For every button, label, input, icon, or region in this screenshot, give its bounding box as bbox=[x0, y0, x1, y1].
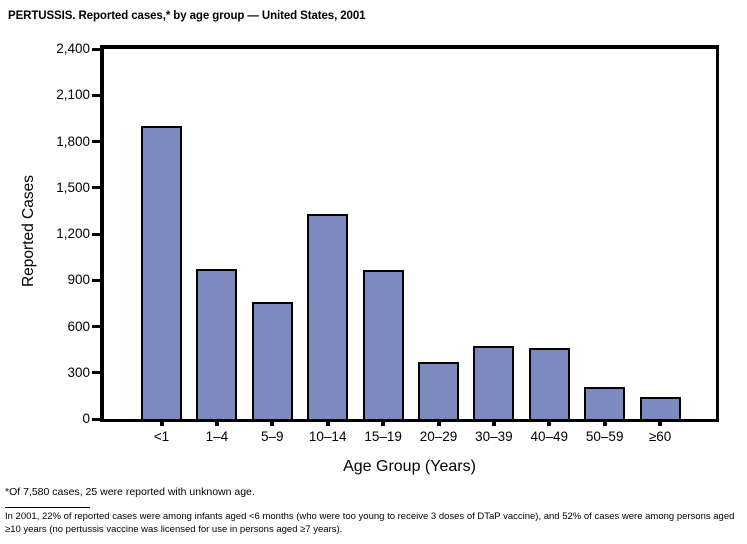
bar-10–14 bbox=[307, 214, 349, 419]
bar-≥60 bbox=[639, 397, 681, 419]
x-axis-tick bbox=[436, 419, 441, 426]
footnote-divider bbox=[5, 507, 90, 508]
bar-20–29 bbox=[418, 362, 459, 419]
bar-<1 bbox=[141, 126, 182, 419]
y-axis-tick bbox=[92, 325, 100, 328]
y-axis-tick bbox=[92, 186, 100, 190]
y-tick-label: 0 bbox=[82, 411, 90, 426]
x-tick-label: <1 bbox=[153, 429, 170, 444]
bar-1–4 bbox=[196, 269, 238, 419]
bar-50–59 bbox=[584, 387, 626, 419]
y-axis-tick bbox=[92, 232, 100, 236]
y-axis-tick bbox=[92, 47, 100, 51]
x-tick-label: 20–29 bbox=[419, 429, 458, 444]
x-axis-tick bbox=[658, 419, 663, 426]
x-tick-label: 1–4 bbox=[205, 429, 229, 444]
x-axis-tick bbox=[214, 419, 219, 426]
y-tick-label: 2,400 bbox=[56, 41, 90, 56]
x-axis-tick bbox=[325, 419, 330, 426]
footnote-detail: In 2001, 22% of reported cases were amon… bbox=[5, 511, 735, 535]
x-axis-title: Age Group (Years) bbox=[343, 458, 476, 475]
x-axis-tick bbox=[159, 419, 164, 426]
y-tick-label: 1,500 bbox=[56, 179, 90, 195]
x-axis-tick bbox=[602, 419, 607, 426]
y-axis-tick bbox=[92, 371, 100, 375]
footnote-unknown-age: *Of 7,580 cases, 25 were reported with u… bbox=[5, 486, 255, 498]
bar-15–19 bbox=[362, 270, 404, 419]
y-tick-label: 1,800 bbox=[56, 133, 90, 149]
x-tick-label: 40–49 bbox=[530, 429, 569, 444]
bar-40–49 bbox=[528, 348, 570, 419]
y-tick-label: 600 bbox=[67, 318, 90, 334]
chart-title: PERTUSSIS. Reported cases,* by age group… bbox=[8, 10, 366, 22]
y-axis-tick bbox=[92, 417, 100, 421]
x-axis-tick bbox=[547, 419, 552, 426]
y-axis-tick bbox=[92, 93, 100, 97]
x-tick-label: 30–39 bbox=[475, 429, 513, 444]
x-tick-label: 10–14 bbox=[308, 429, 347, 444]
y-tick-label: 2,100 bbox=[56, 87, 90, 103]
y-axis-tick bbox=[92, 278, 100, 282]
x-axis-tick bbox=[491, 419, 496, 426]
y-axis-tick bbox=[92, 140, 100, 143]
x-tick-label: 5–9 bbox=[261, 429, 284, 444]
y-tick-label: 1,200 bbox=[56, 226, 90, 241]
y-tick-label: 300 bbox=[67, 364, 90, 380]
plot-area bbox=[92, 45, 719, 426]
x-axis-tick bbox=[381, 419, 386, 426]
bar-30–39 bbox=[473, 346, 515, 419]
bar-5–9 bbox=[251, 302, 293, 419]
x-tick-label: 50–59 bbox=[585, 429, 624, 444]
x-axis-tick bbox=[270, 419, 275, 426]
x-tick-label: 15–19 bbox=[364, 429, 402, 444]
x-tick-label: ≥60 bbox=[648, 429, 672, 444]
y-tick-label: 900 bbox=[67, 272, 90, 288]
